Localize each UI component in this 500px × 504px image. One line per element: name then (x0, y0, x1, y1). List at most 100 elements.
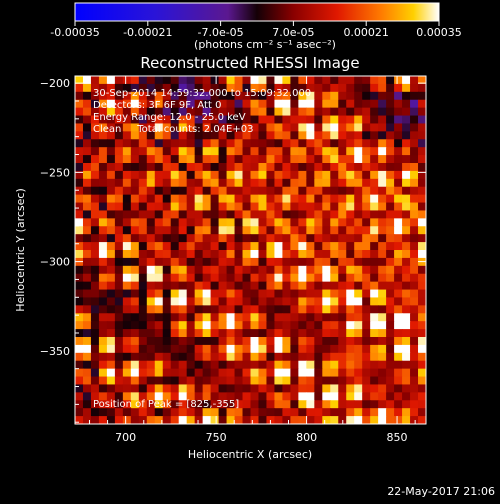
heatmap-cell (418, 416, 426, 424)
heatmap-cell (210, 289, 220, 299)
heatmap-cell (82, 344, 92, 354)
heatmap-cell (322, 76, 331, 85)
heatmap-cell (354, 91, 363, 101)
heatmap-cell (330, 139, 339, 148)
heatmap-cell (418, 400, 426, 409)
heatmap-cell (98, 337, 108, 346)
heatmap-cell (234, 178, 244, 188)
heatmap-cell (234, 210, 244, 219)
heatmap-cell (298, 131, 307, 140)
heatmap-cell (306, 344, 315, 354)
heatmap-cell (330, 170, 339, 180)
heatmap-cell (210, 297, 220, 306)
heatmap-cell (290, 408, 299, 417)
heatmap-cell (362, 408, 371, 417)
heatmap-cell (258, 368, 268, 378)
heatmap-cell (186, 376, 196, 386)
heatmap-cell (290, 250, 299, 259)
heatmap-cell (162, 408, 172, 417)
heatmap-cell (242, 115, 252, 125)
heatmap-cell (386, 147, 395, 156)
heatmap-cell (154, 99, 164, 109)
heatmap-cell (98, 297, 108, 306)
heatmap-cell (82, 163, 92, 172)
heatmap-cell (122, 147, 132, 156)
heatmap-cell (130, 360, 140, 370)
heatmap-cell (386, 344, 395, 354)
heatmap-cell (234, 131, 244, 140)
heatmap-cell (306, 234, 315, 243)
heatmap-cell (346, 202, 355, 212)
heatmap-cell (322, 297, 331, 306)
heatmap-cell (322, 147, 331, 156)
heatmap-cell (90, 329, 100, 338)
heatmap-cell (194, 186, 204, 196)
heatmap-cell (122, 226, 132, 235)
heatmap-cell (370, 155, 379, 164)
heatmap-cell (290, 392, 299, 401)
heatmap-cell (154, 400, 164, 409)
heatmap-cell (298, 337, 307, 346)
heatmap-cell (226, 289, 236, 299)
heatmap-cell (194, 265, 204, 275)
heatmap-cell (362, 376, 371, 386)
heatmap-cell (138, 83, 148, 93)
axis-ticks: 700 750 800 850−200−250−300−350 (40, 76, 426, 444)
heatmap-cell (106, 76, 116, 85)
heatmap-cell (194, 163, 204, 172)
heatmap-cell (394, 76, 403, 85)
heatmap-cell (402, 123, 411, 132)
heatmap-cell (394, 250, 403, 259)
heatmap-cell (322, 273, 331, 283)
heatmap-cell (314, 139, 323, 148)
heatmap-cell (258, 83, 268, 93)
heatmap-cell (314, 273, 323, 283)
heatmap-cell (410, 115, 419, 125)
heatmap-cell (98, 123, 108, 132)
heatmap-cell (410, 186, 419, 196)
heatmap-cell (314, 226, 323, 235)
heatmap-cell (410, 242, 419, 251)
heatmap-cell (218, 170, 228, 180)
heatmap-cell (130, 226, 140, 235)
heatmap-cell (330, 408, 339, 417)
heatmap-cell (250, 352, 260, 362)
heatmap-cell (274, 313, 284, 322)
heatmap-cell (202, 416, 212, 424)
heatmap-cell (386, 242, 395, 251)
heatmap-cell (90, 147, 100, 156)
heatmap-cell (178, 218, 188, 227)
heatmap-cell (90, 384, 100, 393)
heatmap-cell (418, 344, 426, 354)
heatmap-cell (330, 376, 339, 386)
heatmap-cell (210, 210, 220, 219)
heatmap-cell (298, 321, 307, 330)
heatmap-cell (282, 226, 291, 235)
heatmap-cell (370, 329, 379, 338)
heatmap-cell (75, 329, 84, 338)
heatmap-cell (354, 194, 363, 204)
heatmap-cell (402, 289, 411, 299)
heatmap-cell (234, 147, 244, 156)
heatmap-cell (282, 337, 291, 346)
heatmap-cell (258, 107, 268, 117)
heatmap-cell (170, 170, 180, 180)
heatmap-cell (90, 344, 100, 354)
heatmap-cell (250, 218, 260, 227)
heatmap-cell (370, 408, 379, 417)
heatmap-cell (378, 91, 387, 101)
heatmap-cell (162, 131, 172, 140)
heatmap-cell (82, 107, 92, 117)
heatmap-cell (162, 313, 172, 322)
heatmap-cell (82, 123, 92, 132)
heatmap-cell (210, 321, 220, 330)
heatmap-cell (250, 147, 260, 156)
heatmap-cell (266, 273, 276, 283)
heatmap-cell (266, 360, 276, 370)
heatmap-cell (82, 131, 92, 140)
heatmap-cell (218, 265, 228, 275)
heatmap-cell (218, 297, 228, 306)
heatmap-cell (386, 99, 395, 109)
heatmap-cell (370, 392, 379, 401)
heatmap-cell (314, 91, 323, 101)
